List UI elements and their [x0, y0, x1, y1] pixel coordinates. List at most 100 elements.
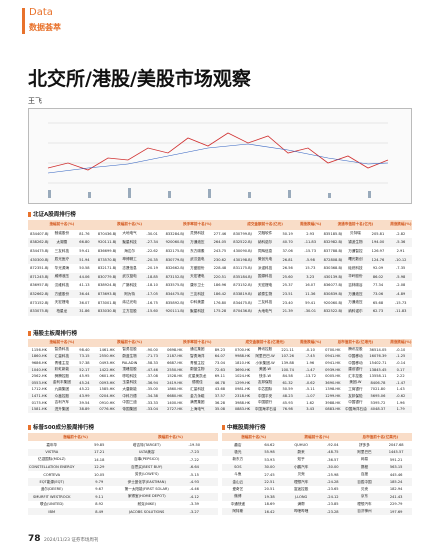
cell: -0.10	[395, 347, 406, 352]
cell: 0698.HK	[167, 347, 183, 352]
column-header: 成交金额前十名(亿港元)	[231, 339, 299, 347]
cell: 16.07	[305, 283, 316, 288]
cell: 2.91	[396, 249, 405, 254]
cell: 873152.BJ	[30, 300, 49, 305]
cell: 中国银行	[257, 400, 273, 405]
table-row: IBM 8.49 JACOBS SOLUTIONS -3.27	[28, 507, 218, 516]
section-label-cn: 数据荟萃	[29, 23, 61, 32]
column-header: 跌幅前十名(%)	[123, 433, 218, 442]
cell: 0175.HK	[31, 400, 47, 405]
column-header: 涨幅前十名(%)	[28, 220, 96, 230]
cell: 进升集团	[50, 405, 74, 413]
cell: -19.50	[188, 443, 201, 448]
cell: 830368.BJ	[323, 266, 342, 271]
table-row: EQT能源(EQT) 9.79 伊士曼化学(EASTMAN) -4.93	[28, 478, 218, 486]
ranking-table: 涨幅前十名(%) 跌幅前十名(%) 换手率前十名(%) 成交金额前十名(亿元) 周涨跌幅…	[28, 220, 412, 316]
cell: 220.51	[208, 272, 232, 282]
cell: 834475.BJ	[30, 249, 49, 254]
table-row: 联合(UNITED) 8.92 耐克(NIKE) -3.39	[28, 501, 218, 508]
cell: 139.88	[281, 361, 294, 366]
cell: IBM	[28, 507, 76, 516]
cell: 友邦保险	[253, 379, 277, 387]
cell: 832175.BJ	[165, 249, 184, 254]
cell: 7021.80	[370, 387, 386, 392]
cell: 微博	[222, 493, 254, 501]
cell: 834475.BJ	[163, 289, 187, 299]
cell: 百事(PEPSICO)	[134, 457, 160, 462]
cell: 华光源海	[54, 265, 70, 270]
column-header: 周涨跌幅(%)	[389, 220, 412, 230]
cell: -18.10	[146, 283, 158, 288]
cell: 872351.BJ	[30, 266, 49, 271]
cell: 1810.HK	[234, 361, 251, 366]
cell: 175.28	[208, 306, 232, 316]
cell: 1.79	[389, 405, 412, 413]
cell: 38.89	[73, 405, 96, 413]
cell: 智勇海洋	[186, 353, 209, 360]
cell: 832662.BJ	[28, 289, 51, 299]
cell: 243.75	[213, 249, 227, 254]
column-header: 周涨跌幅(%)	[298, 220, 322, 230]
cell: 广脉科技	[122, 282, 137, 287]
cell: 4048.37	[366, 405, 390, 413]
cell: 1400.HK	[167, 400, 183, 405]
cell: -15.60	[140, 306, 164, 316]
cell: 73.06	[366, 289, 390, 299]
cell: 1860.HK	[28, 353, 51, 360]
cell: 2550.HK	[163, 366, 187, 373]
cell: 6687.HK	[167, 361, 183, 366]
cell: 55.98	[253, 448, 286, 457]
cell: -5.36	[389, 238, 412, 247]
cell: 228.48	[213, 266, 227, 271]
cell: 45.95	[79, 374, 90, 379]
cell: 65.68	[372, 300, 384, 305]
cell: 坤博精工	[118, 255, 141, 264]
cell: 天宏锂电	[257, 282, 273, 287]
cell: 伊士曼化学(EASTMAN)	[123, 478, 171, 486]
cell: 知乎	[297, 457, 305, 462]
cell: -13.72	[304, 374, 317, 379]
chart-image	[28, 108, 412, 204]
cell: 大唐新能	[122, 386, 137, 391]
cell: 873152.BJ	[233, 283, 252, 288]
cell: 0601.HK	[99, 374, 115, 379]
cell: 836077.BJ	[323, 283, 342, 288]
cell: 2047.68	[388, 443, 404, 448]
column-header: 换手率前十名(%)	[163, 339, 232, 347]
cell: 1585.HK	[99, 387, 115, 392]
cell: 百济神州	[348, 507, 381, 516]
cell: 920111.BJ	[163, 306, 187, 316]
cell: 0883.HK	[321, 405, 345, 413]
cell: 汉维科技	[54, 282, 70, 287]
issue-info: 2024/11/23 证券市场周刊	[44, 538, 99, 543]
cell: 72.63	[208, 366, 232, 373]
cell: -3.39	[189, 502, 199, 507]
cell: -24.28	[316, 478, 349, 486]
cell: 拼多多	[359, 442, 370, 447]
cell: -92.04	[327, 443, 339, 448]
cell: -25.98	[327, 472, 339, 477]
section-heading: 中概股周排行榜	[222, 423, 266, 431]
cell: 833284.BJ	[165, 231, 184, 236]
cell: 2419.HK	[163, 379, 187, 387]
cell: 0939.HK	[321, 366, 345, 373]
cell: 联合(UNITED)	[39, 501, 64, 506]
cell: 汇量科技	[190, 386, 205, 391]
cell: 中通快递	[230, 501, 246, 506]
cell: 832171.BJ	[97, 266, 117, 271]
cell: 劳氏(LOWE'S)	[134, 472, 159, 477]
column-header: 总市值前十名(亿美元)	[348, 433, 412, 442]
cell: 金力永磁	[186, 392, 209, 400]
cell: 中芯国际	[257, 386, 273, 391]
cell: 网易	[360, 457, 369, 462]
cell: 563.15	[380, 463, 412, 471]
cell: 9988.HK	[231, 353, 254, 360]
cell: 836699.BJ	[97, 249, 117, 254]
cell: -6.64	[170, 463, 218, 471]
cell: -1.47	[389, 379, 412, 387]
cell: -5.15	[189, 472, 199, 477]
cell: -10.12	[389, 255, 412, 264]
cell: 1156.HK	[31, 347, 47, 352]
cell: 金山云	[222, 478, 254, 486]
cell: 430090.BJ	[233, 249, 252, 254]
